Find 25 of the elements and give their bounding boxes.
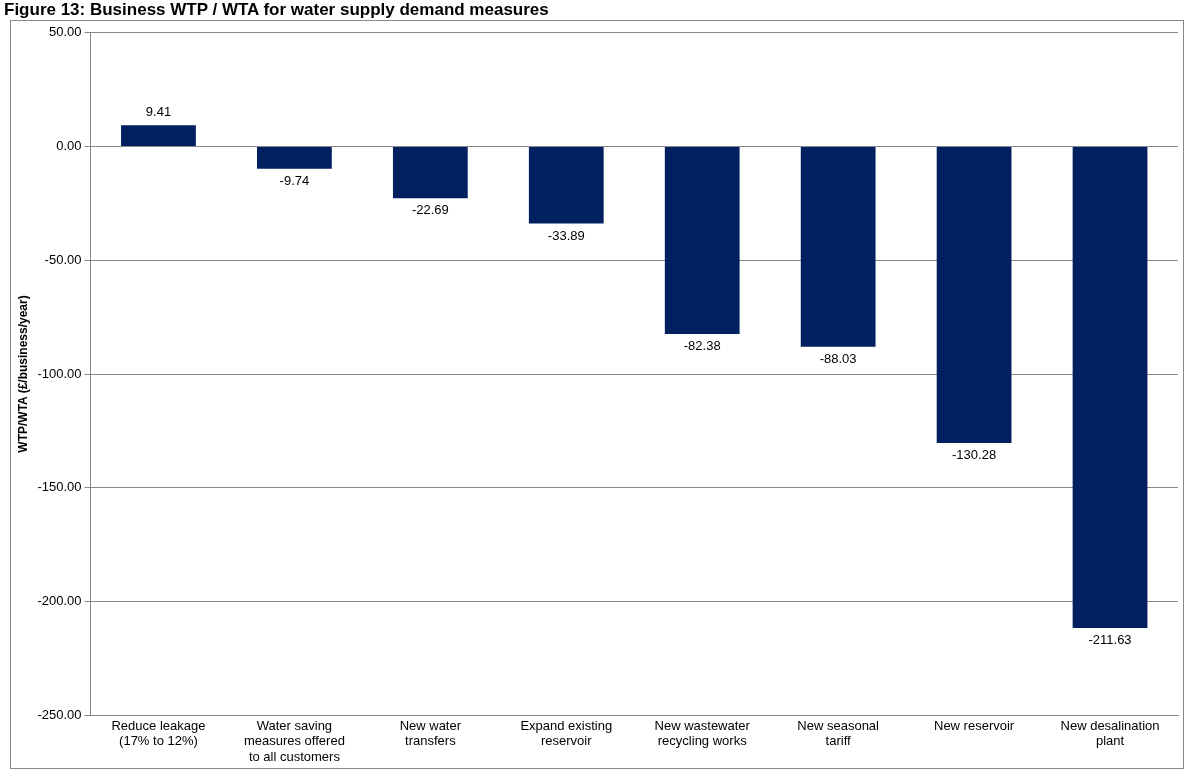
data-label: -22.69 — [411, 202, 449, 218]
y-tick-label: -50.00 — [44, 251, 82, 267]
x-tick-label: New seasonal tariff — [797, 717, 880, 749]
data-label: -88.03 — [819, 350, 857, 366]
y-tick-label: 0.00 — [56, 138, 82, 154]
y-tick-label: -100.00 — [37, 365, 82, 381]
data-label: 9.41 — [145, 104, 172, 120]
data-label: -211.63 — [1088, 632, 1132, 647]
y-tick-label: 50.00 — [48, 24, 82, 40]
x-tick-label: New wastewater recycling works — [654, 717, 751, 749]
chart-title: Figure 13: Business WTP / WTA for water supply demand measures — [4, 0, 549, 20]
y-tick-label: -150.00 — [37, 479, 82, 495]
x-tick-label: Reduce leakage (17% to 12%) — [111, 717, 206, 749]
y-tick-label: -250.00 — [37, 706, 82, 722]
x-tick-label: New desalination plant — [1060, 717, 1160, 749]
data-label: -9.74 — [279, 172, 310, 188]
y-tick-label: -200.00 — [37, 593, 82, 609]
x-tick-label: Expand existing reservoir — [520, 717, 613, 749]
x-tick-label: Water saving measures offered to all customers — [243, 717, 345, 764]
x-tick-label: New water transfers — [399, 717, 462, 749]
y-axis-title: WTP/WTA (£/business/year) — [15, 295, 30, 453]
data-label: -130.28 — [952, 446, 997, 462]
data-label: -33.89 — [547, 227, 585, 243]
x-tick-label: New reservoir — [934, 717, 1015, 733]
data-label: -82.38 — [683, 338, 721, 353]
